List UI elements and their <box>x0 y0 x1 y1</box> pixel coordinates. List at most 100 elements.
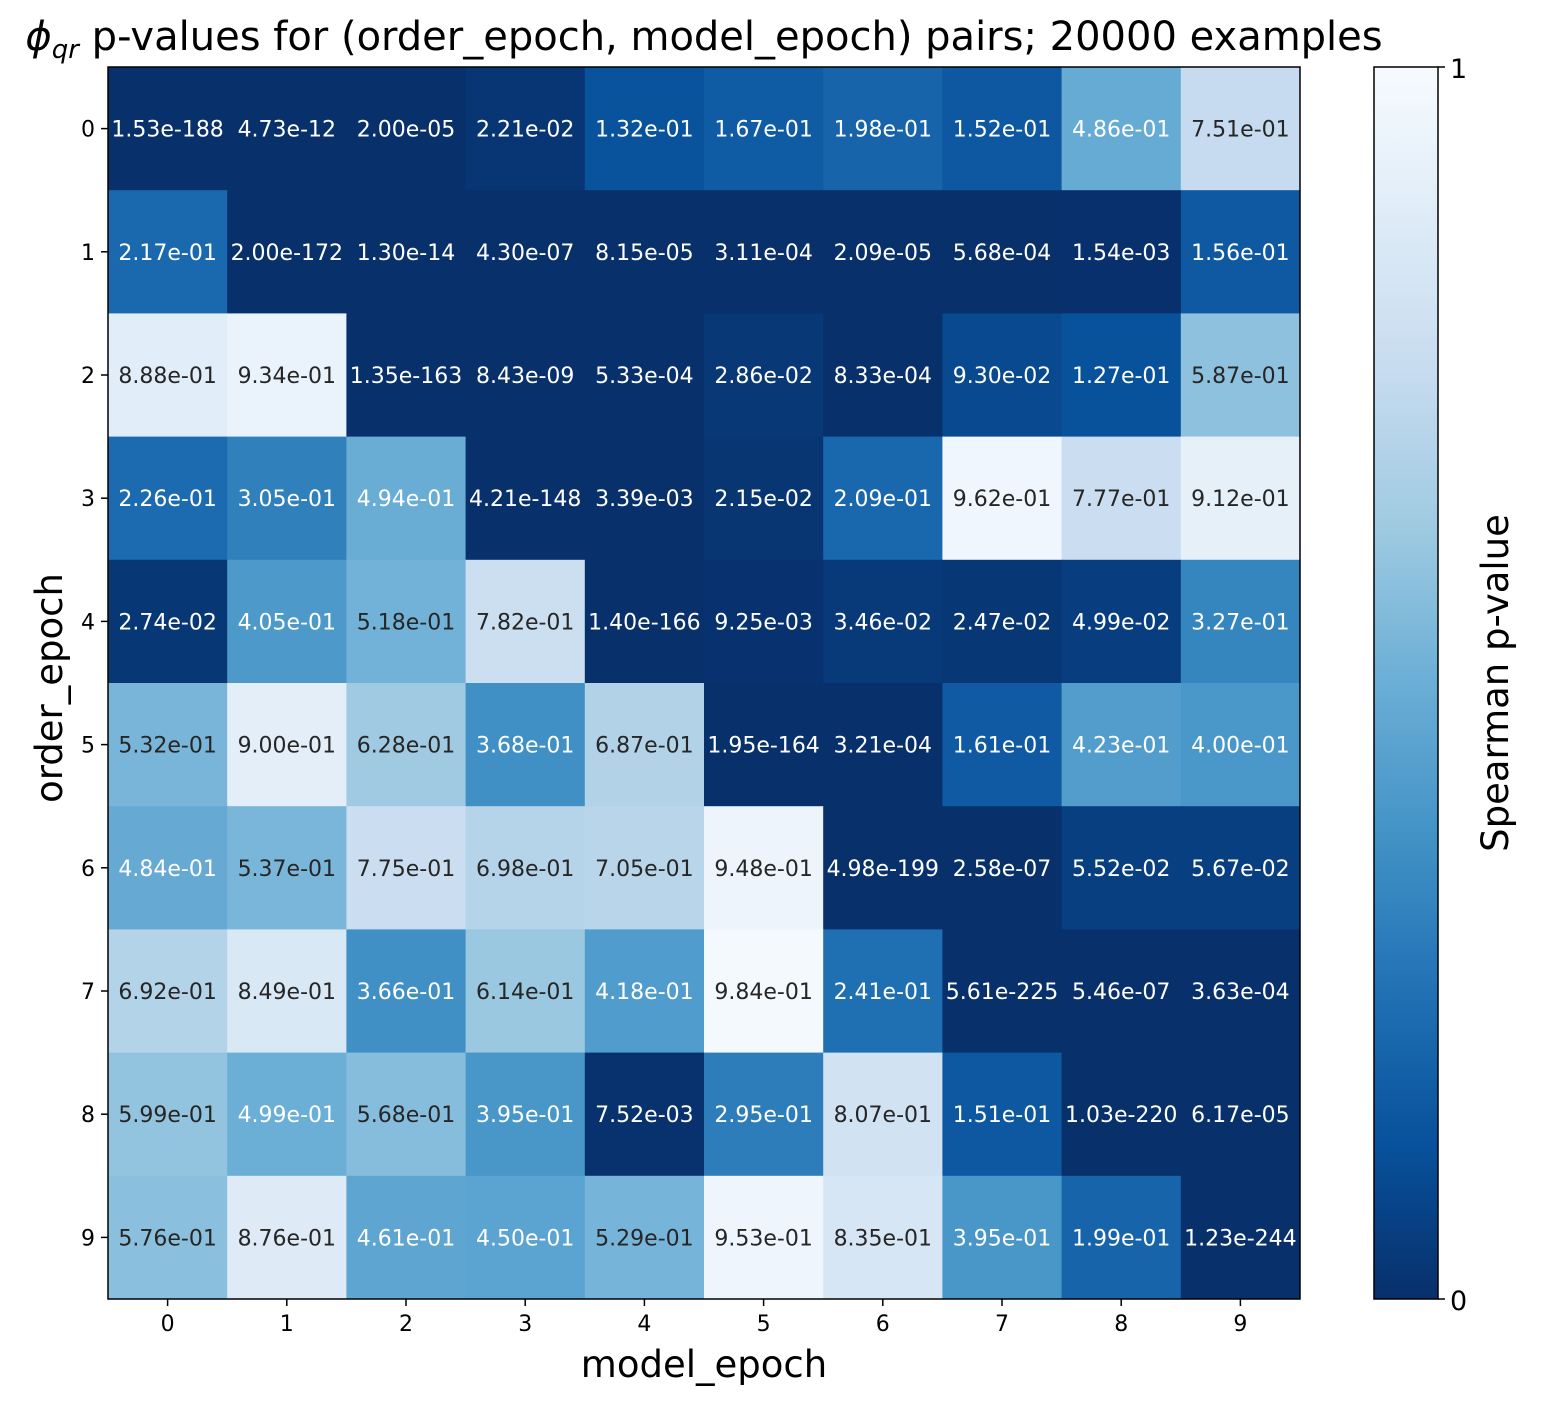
heatmap-cell <box>1180 1175 1301 1300</box>
heatmap-cell <box>1180 929 1301 1054</box>
heatmap-cell <box>465 683 586 807</box>
cell-value-label: 2.17e-01 <box>118 241 216 266</box>
cell-value-label: 5.61e-225 <box>946 980 1058 1005</box>
heatmap-cell <box>227 190 347 314</box>
cell-value-label: 9.53e-01 <box>714 1226 812 1251</box>
heatmap-cell <box>227 806 347 930</box>
cell-value-label: 1.99e-01 <box>1072 1226 1170 1251</box>
cell-value-label: 8.88e-01 <box>118 364 216 389</box>
colorbar <box>1373 66 1439 1300</box>
title-symbol: ϕ <box>25 14 51 60</box>
heatmap-cell <box>346 313 467 438</box>
cell-value-label: 8.43e-09 <box>476 364 574 389</box>
heatmap-cell <box>584 436 705 561</box>
heatmap-cell <box>108 683 228 807</box>
cell-value-label: 6.92e-01 <box>118 980 216 1005</box>
heatmap-cell <box>108 929 228 1054</box>
cell-value-label: 4.21e-148 <box>469 487 581 512</box>
cell-value-label: 8.15e-05 <box>595 241 693 266</box>
heatmap-cell <box>346 67 467 191</box>
heatmap-cell <box>346 436 467 561</box>
heatmap-cell <box>1180 806 1301 930</box>
heatmap-cell <box>465 806 586 930</box>
heatmap-cell <box>108 190 228 314</box>
x-tick-label: 7 <box>995 1312 1009 1337</box>
heatmap-cell <box>1180 683 1301 807</box>
heatmap-cell <box>465 1052 586 1177</box>
cell-value-label: 9.62e-01 <box>953 487 1051 512</box>
heatmap-cell <box>108 1052 228 1177</box>
heatmap-cell <box>346 1052 467 1177</box>
chart-title: ϕqr p-values for (order_epoch, model_epo… <box>25 14 1382 65</box>
heatmap-cell <box>346 929 467 1054</box>
cell-value-label: 3.27e-01 <box>1191 610 1289 635</box>
cell-value-label: 2.41e-01 <box>834 980 932 1005</box>
x-tick-label: 6 <box>876 1312 890 1337</box>
heatmap-cell <box>823 1052 943 1177</box>
heatmap-cell <box>1180 436 1301 561</box>
cell-value-label: 3.66e-01 <box>357 980 455 1005</box>
y-axis-ticks: 0 1 2 3 4 5 6 7 8 9 <box>81 118 108 1251</box>
cell-value-label: 3.63e-04 <box>1191 980 1289 1005</box>
cell-value-label: 4.30e-07 <box>476 241 574 266</box>
heatmap-cell <box>1180 190 1301 314</box>
x-tick-label: 0 <box>161 1312 175 1337</box>
heatmap-cell <box>465 929 586 1054</box>
y-tick-label: 1 <box>81 241 95 266</box>
cell-value-label: 5.29e-01 <box>595 1226 693 1251</box>
cell-value-label: 3.05e-01 <box>238 487 336 512</box>
cell-value-label: 5.67e-02 <box>1191 857 1289 882</box>
cell-value-label: 4.05e-01 <box>238 610 336 635</box>
y-tick-label: 0 <box>81 118 95 143</box>
heatmap-cell <box>704 559 824 684</box>
cell-value-label: 6.14e-01 <box>476 980 574 1005</box>
cell-value-label: 3.21e-04 <box>834 734 932 759</box>
heatmap-cell <box>227 683 347 807</box>
heatmap-cell <box>942 683 1063 807</box>
heatmap-cell <box>584 67 705 191</box>
cell-value-label: 4.50e-01 <box>476 1226 574 1251</box>
heatmap-cell <box>1061 436 1182 561</box>
cell-value-label: 2.15e-02 <box>714 487 812 512</box>
y-tick-label: 5 <box>81 734 95 759</box>
x-tick-label: 9 <box>1233 1312 1247 1337</box>
heatmap-cell <box>108 67 228 191</box>
heatmap-cell <box>584 683 705 807</box>
cell-value-label: 4.98e-199 <box>827 857 939 882</box>
y-tick-label: 3 <box>81 487 95 512</box>
heatmap-cell <box>584 190 705 314</box>
cell-value-label: 5.68e-01 <box>357 1103 455 1128</box>
cell-value-label: 9.34e-01 <box>238 364 336 389</box>
cell-value-label: 5.32e-01 <box>118 734 216 759</box>
heatmap-cell <box>108 806 228 930</box>
cell-value-label: 2.00e-172 <box>231 241 343 266</box>
cell-value-label: 9.30e-02 <box>953 364 1051 389</box>
cell-value-label: 2.86e-02 <box>714 364 812 389</box>
x-tick-label: 3 <box>518 1312 532 1337</box>
heatmap-cell <box>465 559 586 684</box>
y-tick-label: 9 <box>81 1226 95 1251</box>
heatmap-cell <box>465 67 586 191</box>
heatmap-cell <box>346 806 467 930</box>
y-tick-label: 2 <box>81 364 95 389</box>
cell-value-label: 5.99e-01 <box>118 1103 216 1128</box>
cell-value-label: 6.28e-01 <box>357 734 455 759</box>
heatmap-cell <box>823 436 943 561</box>
heatmap-cell <box>108 559 228 684</box>
cell-value-label: 2.09e-01 <box>834 487 932 512</box>
cell-value-label: 8.76e-01 <box>238 1226 336 1251</box>
heatmap-cell <box>942 559 1063 684</box>
heatmap-cell <box>346 1175 467 1300</box>
cell-value-label: 8.35e-01 <box>834 1226 932 1251</box>
cell-value-label: 1.54e-03 <box>1072 241 1170 266</box>
cell-value-label: 2.00e-05 <box>357 118 455 143</box>
heatmap-cell <box>823 929 943 1054</box>
cell-value-label: 8.49e-01 <box>238 980 336 1005</box>
heatmap-cell <box>227 559 347 684</box>
cell-value-label: 8.33e-04 <box>834 364 932 389</box>
heatmap-cell <box>823 806 943 930</box>
cell-value-label: 7.82e-01 <box>476 610 574 635</box>
heatmap-cell <box>942 67 1063 191</box>
heatmap-cell <box>704 313 824 438</box>
